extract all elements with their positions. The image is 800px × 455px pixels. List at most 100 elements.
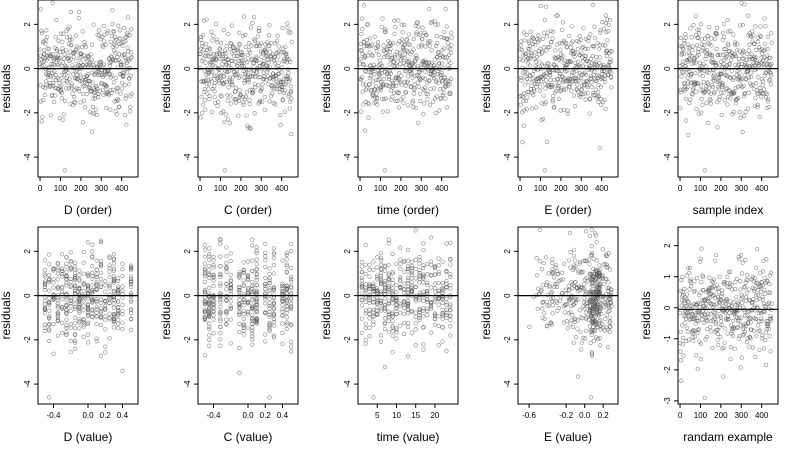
data-point xyxy=(690,334,695,340)
data-point xyxy=(568,59,573,64)
point-cloud xyxy=(42,238,134,400)
data-point xyxy=(537,52,542,57)
data-point xyxy=(363,299,368,305)
data-point xyxy=(375,312,380,317)
point-cloud xyxy=(678,1,774,173)
data-point xyxy=(708,319,713,324)
data-point xyxy=(359,75,364,80)
data-point xyxy=(263,250,268,255)
data-point xyxy=(721,31,726,36)
data-point xyxy=(66,70,71,75)
data-point xyxy=(436,256,441,261)
data-point xyxy=(381,76,387,81)
data-point xyxy=(746,321,751,326)
data-point xyxy=(367,274,372,279)
data-point xyxy=(593,233,599,238)
data-point xyxy=(589,328,594,333)
data-point xyxy=(359,291,364,296)
data-point xyxy=(208,67,214,72)
data-point xyxy=(555,272,560,277)
data-point xyxy=(403,42,408,47)
data-point xyxy=(767,333,772,339)
data-point xyxy=(432,311,438,316)
data-point xyxy=(371,395,376,400)
data-point xyxy=(76,16,81,21)
data-point xyxy=(44,58,49,63)
data-point xyxy=(425,67,430,72)
data-point xyxy=(741,48,746,53)
data-point xyxy=(717,303,722,309)
data-point xyxy=(436,263,441,268)
data-point xyxy=(541,116,546,121)
data-point xyxy=(594,258,599,263)
data-point xyxy=(737,318,742,323)
x-tick-label: 300 xyxy=(735,411,749,420)
data-point xyxy=(255,34,260,39)
data-point xyxy=(55,310,60,315)
data-point xyxy=(103,279,108,284)
data-point xyxy=(402,311,407,316)
data-point xyxy=(436,314,441,319)
x-tick-label: 100 xyxy=(694,411,708,420)
data-point xyxy=(604,325,609,330)
data-point xyxy=(742,329,747,334)
data-point xyxy=(415,80,420,85)
data-point xyxy=(417,69,422,75)
data-point xyxy=(230,58,235,64)
data-point xyxy=(607,51,612,56)
data-point xyxy=(202,261,207,266)
data-point xyxy=(366,115,371,120)
data-point xyxy=(98,240,104,245)
data-point xyxy=(701,288,706,293)
data-point xyxy=(375,286,380,291)
data-point xyxy=(570,313,575,318)
data-point xyxy=(543,81,548,86)
data-point xyxy=(732,89,737,94)
data-point xyxy=(107,269,112,274)
data-point xyxy=(755,246,760,252)
data-point xyxy=(409,280,414,285)
x-tick-label: 20 xyxy=(430,411,439,420)
data-point xyxy=(72,338,78,343)
data-point xyxy=(710,57,715,62)
data-point xyxy=(63,48,68,53)
data-point xyxy=(92,90,97,95)
data-point xyxy=(254,54,259,59)
data-point xyxy=(203,60,208,65)
data-point xyxy=(271,311,276,316)
data-point xyxy=(209,29,214,34)
data-point xyxy=(560,53,565,58)
data-point xyxy=(740,260,745,265)
data-point xyxy=(746,287,752,292)
data-point xyxy=(604,29,609,35)
data-point xyxy=(417,91,423,97)
data-point xyxy=(551,275,557,280)
data-point xyxy=(62,52,67,57)
data-point xyxy=(747,31,752,36)
data-point xyxy=(98,276,104,282)
data-point xyxy=(542,71,547,76)
data-point xyxy=(284,284,289,289)
data-point xyxy=(126,58,131,63)
data-point xyxy=(407,42,412,48)
data-point xyxy=(55,313,60,318)
data-point xyxy=(98,297,104,302)
data-point xyxy=(727,75,732,80)
data-point xyxy=(89,42,95,47)
data-point xyxy=(236,75,241,80)
data-point xyxy=(756,45,762,50)
data-point xyxy=(695,328,701,333)
data-point xyxy=(731,109,736,115)
data-point xyxy=(413,327,418,332)
data-point xyxy=(250,289,255,295)
data-point xyxy=(103,317,108,323)
data-point xyxy=(267,99,272,104)
data-point xyxy=(415,20,420,25)
data-point xyxy=(377,76,382,81)
point-cloud xyxy=(202,236,294,400)
data-point xyxy=(714,25,720,30)
data-point xyxy=(42,328,47,334)
data-point xyxy=(62,168,67,173)
data-point xyxy=(276,80,281,85)
data-point xyxy=(725,314,731,319)
